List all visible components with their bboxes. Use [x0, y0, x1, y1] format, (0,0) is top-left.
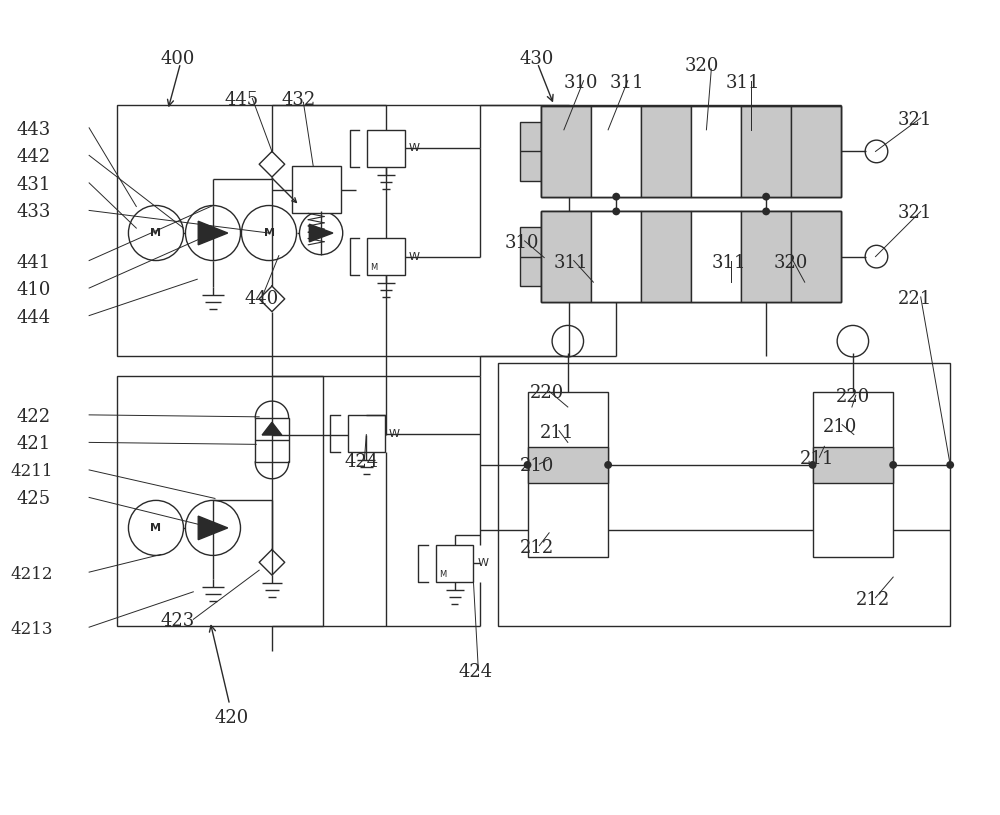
Text: 424: 424 — [459, 663, 493, 681]
Text: 320: 320 — [773, 253, 808, 271]
Text: 422: 422 — [16, 408, 51, 426]
Bar — [541, 106, 841, 196]
Text: 444: 444 — [16, 309, 51, 327]
Circle shape — [809, 461, 817, 469]
Bar — [541, 211, 841, 302]
Bar — [691, 211, 741, 302]
Text: 440: 440 — [244, 290, 279, 308]
Text: 425: 425 — [16, 491, 51, 509]
Text: 420: 420 — [215, 708, 249, 727]
Text: 4211: 4211 — [10, 464, 53, 480]
Bar — [813, 392, 893, 557]
Circle shape — [762, 208, 770, 215]
Text: W: W — [409, 252, 420, 262]
Bar — [641, 106, 691, 196]
Text: 220: 220 — [836, 388, 870, 406]
Polygon shape — [309, 224, 333, 242]
Text: M: M — [150, 523, 161, 533]
Text: 445: 445 — [225, 91, 259, 109]
Text: M: M — [370, 263, 377, 272]
Text: 310: 310 — [505, 234, 539, 252]
Text: 432: 432 — [282, 91, 316, 109]
Text: 212: 212 — [520, 539, 554, 557]
Circle shape — [604, 461, 612, 469]
Bar — [741, 106, 791, 196]
Bar — [520, 122, 541, 181]
Bar — [541, 211, 591, 302]
Text: 400: 400 — [161, 50, 195, 68]
Bar — [436, 544, 473, 582]
Circle shape — [946, 461, 954, 469]
Circle shape — [762, 192, 770, 200]
Text: M: M — [150, 228, 161, 238]
Text: 421: 421 — [16, 435, 51, 453]
Text: M: M — [264, 228, 275, 238]
Text: 211: 211 — [800, 450, 834, 468]
Text: 212: 212 — [856, 591, 890, 609]
Bar — [348, 415, 385, 452]
Text: M: M — [439, 570, 446, 579]
Text: 4213: 4213 — [10, 621, 53, 637]
Text: 4212: 4212 — [10, 566, 53, 583]
Circle shape — [612, 192, 620, 200]
Polygon shape — [198, 516, 228, 540]
Text: 310: 310 — [564, 73, 598, 91]
Circle shape — [524, 461, 531, 469]
Bar — [520, 227, 541, 286]
Text: 221: 221 — [898, 290, 932, 308]
Text: W: W — [477, 558, 488, 568]
Bar — [591, 211, 641, 302]
Polygon shape — [262, 422, 282, 435]
Bar — [813, 447, 893, 483]
Bar — [691, 106, 741, 196]
Text: 410: 410 — [16, 281, 51, 299]
Text: W: W — [409, 143, 420, 153]
Text: 442: 442 — [16, 148, 51, 166]
Text: 443: 443 — [16, 121, 51, 139]
Text: 321: 321 — [898, 205, 932, 222]
Text: 441: 441 — [16, 253, 51, 271]
Circle shape — [889, 461, 897, 469]
Bar — [528, 447, 608, 483]
Polygon shape — [198, 221, 228, 244]
Text: 433: 433 — [16, 204, 51, 222]
Bar — [528, 392, 608, 557]
Text: 311: 311 — [711, 253, 746, 271]
Text: 210: 210 — [822, 417, 857, 436]
Text: 423: 423 — [161, 612, 195, 630]
Bar — [498, 363, 950, 626]
Bar — [791, 106, 841, 196]
Bar — [791, 211, 841, 302]
Text: 311: 311 — [610, 73, 645, 91]
Bar — [117, 105, 569, 356]
Text: 220: 220 — [529, 384, 564, 403]
Bar — [255, 418, 289, 462]
Bar — [641, 211, 691, 302]
Bar — [117, 376, 323, 626]
Text: 424: 424 — [345, 453, 379, 471]
Text: 311: 311 — [726, 73, 761, 91]
Text: 430: 430 — [520, 50, 554, 68]
Bar — [541, 106, 591, 196]
Circle shape — [612, 208, 620, 215]
Bar — [292, 166, 341, 214]
Text: 211: 211 — [539, 424, 574, 442]
Bar — [367, 130, 405, 167]
Bar — [741, 211, 791, 302]
Text: 320: 320 — [685, 57, 719, 75]
Bar — [591, 106, 641, 196]
Text: 321: 321 — [898, 111, 932, 129]
Bar — [541, 106, 841, 196]
Text: W: W — [389, 429, 400, 438]
Bar — [367, 238, 405, 275]
Text: 210: 210 — [520, 457, 554, 475]
Text: 431: 431 — [16, 176, 51, 194]
Bar — [541, 211, 841, 302]
Text: 311: 311 — [554, 253, 589, 271]
